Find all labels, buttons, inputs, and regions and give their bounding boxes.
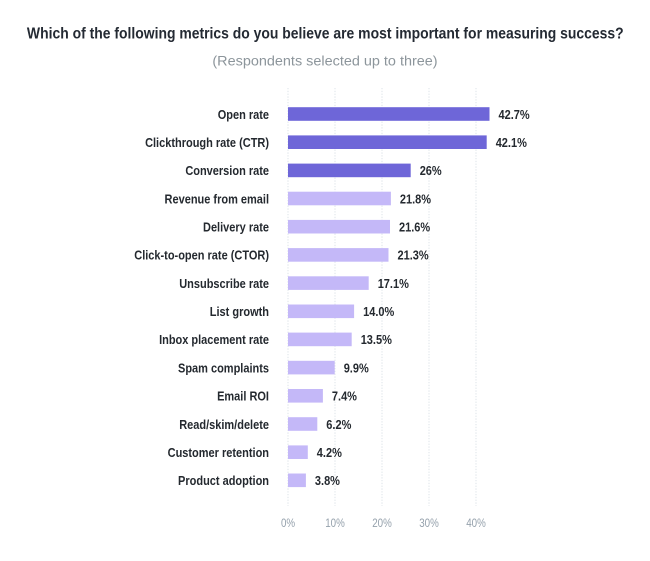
svg-text:Product adoption: Product adoption: [178, 473, 269, 488]
svg-text:17.1%: 17.1%: [378, 276, 409, 291]
svg-text:21.3%: 21.3%: [398, 248, 429, 263]
svg-text:30%: 30%: [419, 517, 439, 530]
svg-text:42.7%: 42.7%: [499, 107, 530, 122]
svg-text:10%: 10%: [325, 517, 345, 530]
svg-text:Revenue from email: Revenue from email: [165, 191, 269, 206]
svg-text:0%: 0%: [281, 517, 296, 530]
svg-text:Clickthrough rate (CTR): Clickthrough rate (CTR): [145, 135, 269, 150]
svg-text:Unsubscribe rate: Unsubscribe rate: [179, 276, 269, 291]
svg-text:Read/skim/delete: Read/skim/delete: [179, 417, 269, 432]
svg-text:4.2%: 4.2%: [317, 445, 342, 460]
svg-text:21.6%: 21.6%: [399, 220, 430, 235]
svg-text:3.8%: 3.8%: [315, 473, 340, 488]
svg-text:Email ROI: Email ROI: [217, 389, 269, 404]
svg-text:Inbox placement rate: Inbox placement rate: [159, 332, 269, 347]
svg-text:Click-to-open rate (CTOR): Click-to-open rate (CTOR): [134, 248, 269, 263]
svg-text:40%: 40%: [466, 517, 486, 530]
svg-text:13.5%: 13.5%: [361, 332, 392, 347]
svg-text:Delivery rate: Delivery rate: [203, 220, 269, 235]
svg-text:Spam complaints: Spam complaints: [178, 361, 269, 376]
svg-text:6.2%: 6.2%: [326, 417, 351, 432]
svg-text:26%: 26%: [420, 163, 442, 178]
svg-text:42.1%: 42.1%: [496, 135, 527, 150]
svg-text:Conversion rate: Conversion rate: [185, 163, 269, 178]
svg-text:9.9%: 9.9%: [344, 361, 369, 376]
svg-text:20%: 20%: [372, 517, 392, 530]
svg-text:Which of the following metrics: Which of the following metrics do you be…: [27, 25, 624, 43]
svg-text:Open rate: Open rate: [218, 107, 270, 122]
svg-text:(Respondents selected up to th: (Respondents selected up to three): [212, 54, 437, 70]
svg-text:List growth: List growth: [210, 304, 269, 319]
svg-text:7.4%: 7.4%: [332, 389, 357, 404]
svg-text:21.8%: 21.8%: [400, 191, 431, 206]
svg-text:Customer retention: Customer retention: [168, 445, 269, 460]
svg-text:14.0%: 14.0%: [363, 304, 394, 319]
